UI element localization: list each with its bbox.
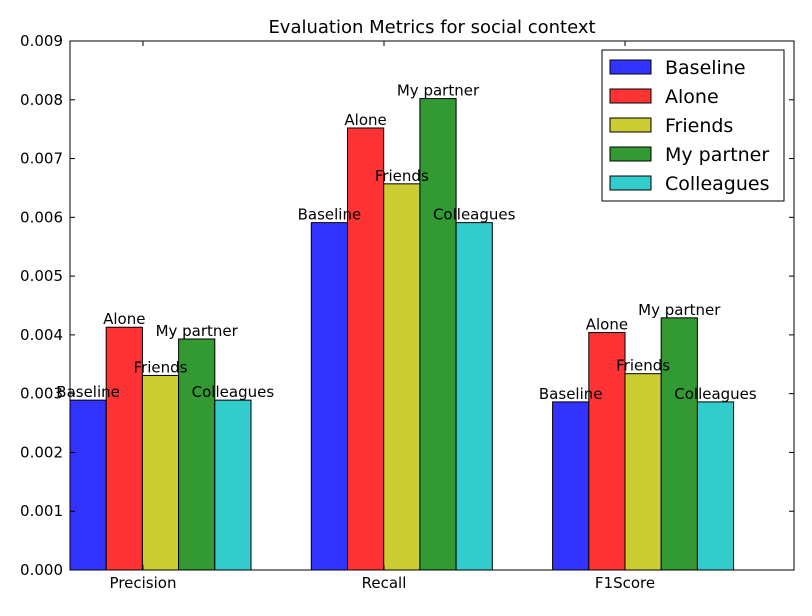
x-tick-label: Precision xyxy=(110,574,177,592)
bar-data-label: Baseline xyxy=(56,383,120,401)
y-tick-label: 0.006 xyxy=(20,208,63,226)
legend-swatch-alone xyxy=(609,88,652,104)
bar-my-partner-f1score xyxy=(660,317,698,571)
bar-friends-recall xyxy=(383,183,421,571)
bar-my-partner-recall xyxy=(419,98,457,571)
bar-data-label: Colleagues xyxy=(674,385,757,403)
bar-baseline-recall xyxy=(310,222,348,571)
bar-colleagues-f1score xyxy=(696,401,735,571)
bar-data-label: Colleagues xyxy=(433,206,516,224)
legend-label: My partner xyxy=(665,144,769,166)
bar-my-partner-precision xyxy=(178,338,216,571)
bar-data-label: Alone xyxy=(586,316,628,334)
legend-label: Baseline xyxy=(665,57,746,79)
x-tick-label: F1Score xyxy=(595,574,655,592)
bar-data-label: Colleagues xyxy=(192,383,275,401)
bar-colleagues-recall xyxy=(455,222,493,571)
bar-friends-precision xyxy=(141,374,180,571)
x-tick-label: Recall xyxy=(362,574,407,592)
bar-baseline-f1score xyxy=(552,401,590,571)
bar-data-label: My partner xyxy=(156,322,239,340)
bar-alone-f1score xyxy=(588,332,626,571)
y-tick-label: 0.000 xyxy=(20,561,63,579)
legend-swatch-friends xyxy=(609,117,652,133)
y-tick-label: 0.004 xyxy=(20,326,63,344)
bar-data-label: My partner xyxy=(397,82,480,100)
bar-data-label: Friends xyxy=(616,357,670,375)
legend-label: Colleagues xyxy=(665,173,769,195)
legend: Baseline Alone Friends My partner Colleagues xyxy=(601,49,785,202)
bar-alone-recall xyxy=(347,127,385,571)
y-tick-label: 0.009 xyxy=(20,32,63,50)
legend-swatch-baseline xyxy=(609,59,652,75)
legend-swatch-colleagues xyxy=(609,175,652,191)
bar-data-label: Friends xyxy=(375,167,429,185)
bar-baseline-precision xyxy=(69,399,107,571)
bar-data-label: My partner xyxy=(638,301,721,319)
y-tick-label: 0.001 xyxy=(20,502,63,520)
bar-friends-f1score xyxy=(624,373,662,571)
bar-data-label: Baseline xyxy=(539,385,603,403)
bar-colleagues-precision xyxy=(214,399,252,571)
bar-data-label: Alone xyxy=(103,310,145,328)
y-tick-label: 0.008 xyxy=(20,91,63,109)
bar-data-label: Alone xyxy=(344,111,386,129)
y-tick-label: 0.002 xyxy=(20,443,63,461)
legend-label: Friends xyxy=(665,115,733,137)
legend-swatch-my-partner xyxy=(609,146,652,162)
legend-label: Alone xyxy=(665,86,719,108)
y-tick-label: 0.003 xyxy=(20,385,63,403)
y-tick-label: 0.007 xyxy=(20,150,63,168)
plot-frame xyxy=(69,40,795,571)
chart-title: Evaluation Metrics for social context xyxy=(268,17,595,38)
bar-data-label: Baseline xyxy=(298,206,362,224)
bar-data-label: Friends xyxy=(134,358,188,376)
y-tick-label: 0.005 xyxy=(20,267,63,285)
bar-alone-precision xyxy=(105,326,143,571)
